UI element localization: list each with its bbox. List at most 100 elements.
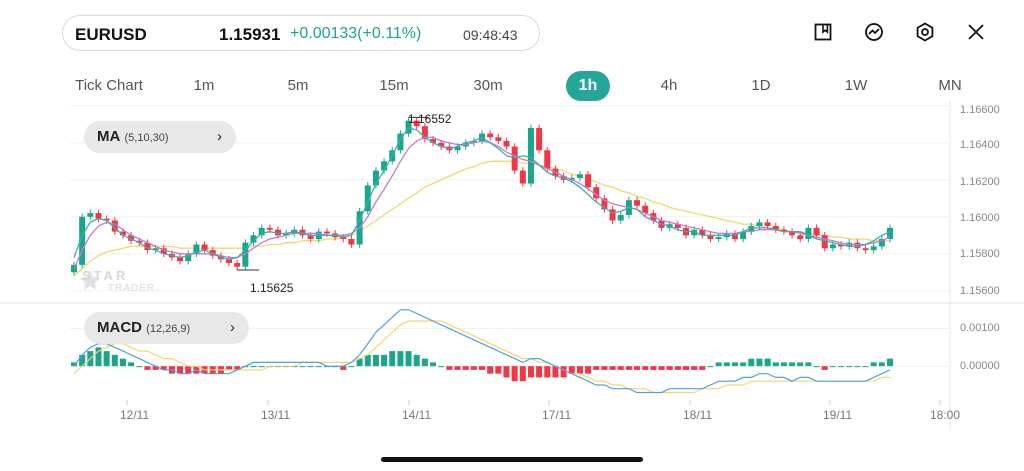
macd-histogram-bar: [95, 347, 102, 367]
price-change: +0.00133(+0.11%): [290, 25, 422, 42]
macd-histogram-bar: [495, 366, 502, 374]
macd-histogram-bar: [699, 366, 706, 370]
candle-body: [593, 187, 600, 199]
macd-histogram-bar: [838, 366, 845, 368]
candle-body: [299, 229, 306, 236]
macd-histogram-bar: [870, 362, 877, 367]
star-icon: [80, 270, 100, 290]
macd-histogram-bar: [315, 366, 322, 368]
candle-body: [878, 238, 885, 247]
macd-histogram-bar: [144, 366, 151, 370]
macd-histogram-bar: [536, 366, 543, 378]
server-time: 09:48:43: [463, 27, 518, 43]
candle-body: [79, 216, 86, 265]
macd-label: MACD: [97, 319, 142, 336]
macd-histogram-bar: [364, 354, 371, 367]
tab-tick-chart[interactable]: Tick Chart: [75, 77, 143, 94]
price-tick: 1.16000: [960, 212, 1000, 224]
macd-histogram-bar: [356, 358, 363, 367]
tab-1m[interactable]: 1m: [193, 77, 215, 94]
macd-histogram-bar: [789, 362, 796, 367]
candle-body: [511, 146, 518, 171]
home-indicator: [381, 457, 643, 462]
candle-body: [829, 244, 836, 249]
tab-4h[interactable]: 4h: [660, 77, 678, 94]
macd-histogram-bar: [691, 366, 698, 370]
macd-histogram-bar: [136, 366, 143, 368]
settings-icon[interactable]: [915, 22, 935, 42]
candle-body: [642, 205, 649, 214]
time-tick: 14/11: [402, 408, 432, 422]
close-icon[interactable]: [966, 22, 986, 42]
candle-body: [438, 142, 445, 147]
macd-histogram-bar: [740, 362, 747, 367]
candle-body: [568, 177, 575, 180]
ma5-layer: [73, 127, 891, 260]
macd-histogram-bar: [878, 362, 885, 367]
macd-histogram-bar: [462, 366, 469, 370]
price-tick: 1.16600: [960, 104, 1000, 116]
candle-body: [813, 227, 820, 236]
candle-body: [421, 126, 428, 140]
current-price: 1.15931: [219, 25, 281, 44]
candle-body: [193, 244, 200, 254]
candle-body: [185, 253, 192, 262]
tab-5m[interactable]: 5m: [287, 77, 309, 94]
macd-histogram-bar: [503, 366, 510, 378]
tab-30m[interactable]: 30m: [473, 77, 503, 94]
macd-histogram-bar: [625, 366, 632, 370]
macd-params: (12,26,9): [146, 323, 191, 335]
macd-histogram-bar: [299, 366, 306, 368]
macd-histogram-bar: [552, 366, 559, 378]
candle-body: [381, 161, 388, 171]
macd-histogram-bar: [119, 358, 126, 367]
candle-body: [740, 231, 747, 239]
symbol-name: EURUSD: [75, 25, 147, 44]
trend-icon[interactable]: [864, 22, 884, 42]
macd-histogram-bar: [226, 366, 233, 370]
time-tick: 12/11: [120, 408, 150, 422]
macd-histogram-bar: [854, 366, 861, 368]
candle-body: [430, 139, 437, 143]
price-tick: 1.16200: [960, 176, 1000, 188]
candle-body: [177, 257, 184, 262]
macd-histogram-bar: [707, 366, 714, 368]
candle-body: [634, 200, 641, 206]
candle-body: [128, 235, 135, 241]
candle-body: [372, 170, 379, 186]
low-annotation: 1.15625: [250, 281, 294, 295]
macd-histogram-bar: [772, 362, 779, 367]
candle-body: [160, 248, 167, 254]
macd-histogram-bar: [723, 362, 730, 367]
macd-histogram-bar: [813, 366, 820, 368]
chart-grid: [0, 100, 1024, 430]
candle-body: [275, 229, 281, 236]
candle-body: [87, 213, 94, 217]
candle-body: [854, 242, 861, 249]
macd-histogram-bar: [715, 362, 722, 367]
tab-mn[interactable]: MN: [938, 77, 962, 94]
tab-15m[interactable]: 15m: [379, 77, 409, 94]
candle-body: [715, 237, 722, 239]
macd-histogram-bar: [797, 362, 804, 367]
tab-1w[interactable]: 1W: [844, 77, 868, 94]
candle-body: [397, 133, 404, 151]
symbol-header[interactable]: EURUSD 1.15931 +0.00133(+0.11%) 09:48:43: [62, 15, 540, 51]
tab-1h[interactable]: 1h: [566, 71, 610, 101]
ma10-line: [73, 136, 891, 269]
bookmark-icon[interactable]: [813, 22, 833, 42]
watermark-logo: [80, 270, 100, 290]
macd-histogram-bar: [674, 366, 681, 370]
macd-indicator-badge[interactable]: MACD (12,26,9) ›: [84, 312, 249, 344]
ma10-layer: [73, 136, 891, 269]
ma-indicator-badge[interactable]: MA (5,10,30) ›: [84, 121, 236, 153]
macd-histogram-bar: [152, 366, 159, 370]
candle-body: [887, 227, 893, 239]
macd-histogram-bar: [560, 366, 567, 378]
candle-body: [780, 229, 787, 232]
tab-1d[interactable]: 1D: [751, 77, 771, 94]
macd-histogram-bar: [340, 366, 347, 370]
macd-histogram-bar: [601, 366, 608, 370]
macd-histogram-bar: [103, 351, 110, 367]
